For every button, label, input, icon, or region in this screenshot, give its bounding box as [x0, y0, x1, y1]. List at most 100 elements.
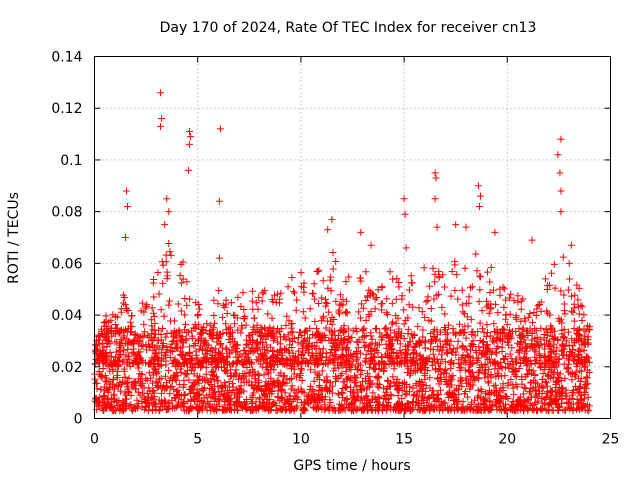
data-point [494, 343, 502, 351]
peak-point [557, 135, 565, 143]
data-point [461, 264, 469, 272]
data-point [277, 386, 285, 394]
data-point [159, 279, 167, 287]
data-point [288, 338, 296, 346]
data-point [215, 350, 223, 358]
data-point [568, 369, 576, 377]
data-point [384, 354, 392, 362]
data-point [375, 384, 383, 392]
data-point [517, 338, 525, 346]
data-point [318, 334, 326, 342]
data-point [486, 289, 494, 297]
data-point [562, 389, 570, 397]
data-point [393, 379, 401, 387]
data-point [386, 341, 394, 349]
data-point [575, 356, 583, 364]
data-point [319, 277, 327, 285]
data-point [174, 300, 182, 308]
data-point [498, 364, 506, 372]
data-point [539, 370, 547, 378]
data-point [337, 335, 345, 343]
data-point [178, 343, 186, 351]
data-point [402, 350, 410, 358]
data-point [111, 312, 119, 320]
data-point [106, 348, 114, 356]
data-point [492, 373, 500, 381]
data-point [560, 307, 568, 315]
data-point [100, 318, 108, 326]
data-point [128, 322, 136, 330]
data-point [368, 335, 376, 343]
data-point [394, 314, 402, 322]
data-point [142, 398, 150, 406]
peak-point [324, 226, 332, 234]
data-point [474, 328, 482, 336]
data-point [569, 308, 577, 316]
peak-point [402, 244, 410, 252]
data-point [234, 293, 242, 301]
data-point [201, 377, 209, 385]
data-point [558, 342, 566, 350]
data-point [215, 387, 223, 395]
data-point [496, 388, 504, 396]
data-point [434, 343, 442, 351]
data-point [479, 339, 487, 347]
data-point [246, 368, 254, 376]
data-point [487, 350, 495, 358]
data-point [499, 384, 507, 392]
x-tick-labels: 0 5 10 15 20 25 [90, 432, 619, 448]
data-point [241, 314, 249, 322]
data-point [210, 398, 218, 406]
peak-point [431, 169, 439, 177]
x-tick-label: 10 [292, 432, 310, 448]
data-point [259, 290, 267, 298]
data-point [361, 357, 369, 365]
data-point [481, 360, 489, 368]
data-point [542, 394, 550, 402]
data-point [543, 336, 551, 344]
data-point [480, 406, 488, 414]
peak-point [476, 192, 484, 200]
data-point [329, 249, 337, 257]
data-point [313, 268, 321, 276]
peak-point [556, 169, 564, 177]
data-point [554, 336, 562, 344]
data-point [485, 387, 493, 395]
peak-point [452, 221, 460, 229]
data-point [248, 330, 256, 338]
peak-point [215, 254, 223, 262]
data-point [394, 392, 402, 400]
data-point [268, 347, 276, 355]
data-point [560, 325, 568, 333]
data-point [541, 345, 549, 353]
data-point [152, 368, 160, 376]
data-point [227, 372, 235, 380]
data-point [255, 293, 263, 301]
data-point [195, 321, 203, 329]
data-point [453, 271, 461, 279]
data-point [322, 295, 330, 303]
data-point [101, 377, 109, 385]
data-point [343, 297, 351, 305]
data-point [400, 383, 408, 391]
data-point [290, 360, 298, 368]
peak-point [554, 151, 562, 159]
data-point [495, 365, 503, 373]
data-point [281, 345, 289, 353]
data-point [504, 382, 512, 390]
data-point [351, 379, 359, 387]
data-point [223, 366, 231, 374]
data-point [419, 394, 427, 402]
data-point [242, 321, 250, 329]
data-point [269, 298, 277, 306]
data-point [339, 352, 347, 360]
data-point [472, 402, 480, 410]
data-point [140, 393, 148, 401]
data-point [186, 405, 194, 413]
data-point [564, 328, 572, 336]
data-point [120, 365, 128, 373]
data-point [315, 300, 323, 308]
data-point [458, 301, 466, 309]
data-point [115, 330, 123, 338]
